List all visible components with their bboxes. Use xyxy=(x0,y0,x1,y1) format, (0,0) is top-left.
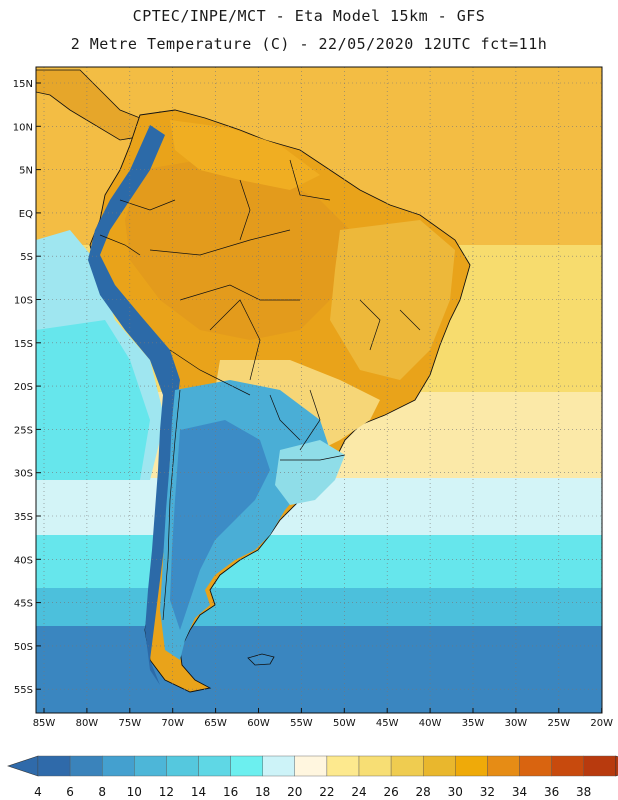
colorbar-label: 28 xyxy=(416,785,431,799)
region-ocean-south xyxy=(36,626,602,713)
lon-tick-label: 60W xyxy=(247,718,270,729)
colorbar-label: 18 xyxy=(255,785,270,799)
lat-tick-label: 15S xyxy=(14,339,33,350)
lon-tick-label: 25W xyxy=(547,718,570,729)
region-uruguay xyxy=(275,440,345,505)
lat-tick-label: 10N xyxy=(13,122,33,133)
region-pacific-cool-core xyxy=(36,320,150,480)
lon-tick-label: 55W xyxy=(290,718,313,729)
map-title-line1: CPTEC/INPE/MCT - Eta Model 15km - GFS xyxy=(132,7,486,25)
region-ocean-cooler xyxy=(36,588,602,628)
colorbar-swatch xyxy=(294,755,328,777)
lat-tick-label: 30S xyxy=(14,469,33,480)
lon-tick-label: 50W xyxy=(333,718,356,729)
colorbar-min-arrow xyxy=(7,755,39,777)
colorbar-swatch xyxy=(326,755,360,777)
lat-tick-label: EQ xyxy=(19,209,33,220)
latitude-axis: 15N 10N 5N EQ 5S 10S 15S 20S 25S 30S 35S 40S 45S 50S 5… xyxy=(13,79,41,696)
colorbar-swatch xyxy=(583,755,617,777)
colorbar-swatch xyxy=(390,755,424,777)
colorbar: 4 6 8 10 12 14 16 18 20 22 24 26 28 30 32 34 36 38 xyxy=(7,755,618,799)
lat-tick-label: 40S xyxy=(14,555,33,566)
lon-tick-label: 70W xyxy=(161,718,184,729)
colorbar-swatch xyxy=(358,755,392,777)
colorbar-label: 22 xyxy=(319,785,334,799)
lon-tick-label: 30W xyxy=(505,718,528,729)
colorbar-label: 26 xyxy=(383,785,398,799)
region-northeast-brazil xyxy=(330,220,455,380)
lon-tick-label: 20W xyxy=(590,718,613,729)
colorbar-swatch xyxy=(198,755,231,777)
colorbar-label: 32 xyxy=(480,785,495,799)
lon-tick-label: 75W xyxy=(118,718,141,729)
region-guiana-shield xyxy=(170,120,320,190)
lat-tick-label: 5S xyxy=(20,252,33,263)
colorbar-max-arrow xyxy=(615,755,618,777)
colorbar-label: 16 xyxy=(223,785,238,799)
colorbar-swatch xyxy=(519,755,552,777)
colorbar-label: 34 xyxy=(512,785,527,799)
lat-tick-label: 45S xyxy=(14,599,33,610)
colorbar-label: 4 xyxy=(34,785,42,799)
country-borders xyxy=(99,159,421,621)
colorbar-swatch xyxy=(551,755,584,777)
lon-tick-label: 35W xyxy=(462,718,485,729)
lat-tick-label: 25S xyxy=(14,425,33,436)
colorbar-swatch xyxy=(455,755,488,777)
colorbar-label: 10 xyxy=(127,785,142,799)
lon-tick-label: 65W xyxy=(204,718,227,729)
colorbar-label: 12 xyxy=(159,785,174,799)
colorbar-label: 24 xyxy=(351,785,366,799)
lat-tick-label: 35S xyxy=(14,512,33,523)
lat-tick-label: 15N xyxy=(13,79,33,90)
lat-tick-label: 20S xyxy=(14,382,33,393)
region-andes-cold xyxy=(88,125,180,685)
colorbar-swatch xyxy=(423,755,456,777)
lon-tick-label: 85W xyxy=(33,718,56,729)
map-frame xyxy=(35,66,603,714)
map-title-line2: 2 Metre Temperature (C) - 22/05/2020 12U… xyxy=(70,35,548,53)
colorbar-swatch xyxy=(262,755,296,777)
colorbar-swatch xyxy=(37,755,71,777)
colorbar-label: 6 xyxy=(66,785,74,799)
colorbar-swatch xyxy=(166,755,199,777)
colorbar-swatch xyxy=(101,755,135,777)
lon-tick-label: 80W xyxy=(76,718,99,729)
colorbar-swatch xyxy=(230,755,263,777)
colorbar-swatch xyxy=(134,755,167,777)
lon-tick-label: 45W xyxy=(376,718,399,729)
colorbar-label: 36 xyxy=(544,785,559,799)
region-ocean-cool xyxy=(36,535,602,590)
colorbar-label: 30 xyxy=(448,785,463,799)
region-falklands xyxy=(247,653,275,666)
map-plot-area xyxy=(36,67,602,713)
colorbar-label: 20 xyxy=(287,785,302,799)
colorbar-label: 38 xyxy=(576,785,591,799)
colorbar-label: 14 xyxy=(191,785,206,799)
lat-tick-label: 10S xyxy=(14,296,33,307)
lat-tick-label: 50S xyxy=(14,642,33,653)
colorbar-swatch xyxy=(487,755,520,777)
lon-tick-label: 40W xyxy=(419,718,442,729)
colorbar-label: 8 xyxy=(98,785,106,799)
longitude-axis: 85W 80W 75W 70W 65W 60W 55W 50W 45W 40W 35W 30W 25W 2… xyxy=(33,708,613,729)
colorbar-swatch xyxy=(69,755,103,777)
lat-tick-label: 5N xyxy=(19,166,33,177)
lat-tick-label: 55S xyxy=(14,685,33,696)
